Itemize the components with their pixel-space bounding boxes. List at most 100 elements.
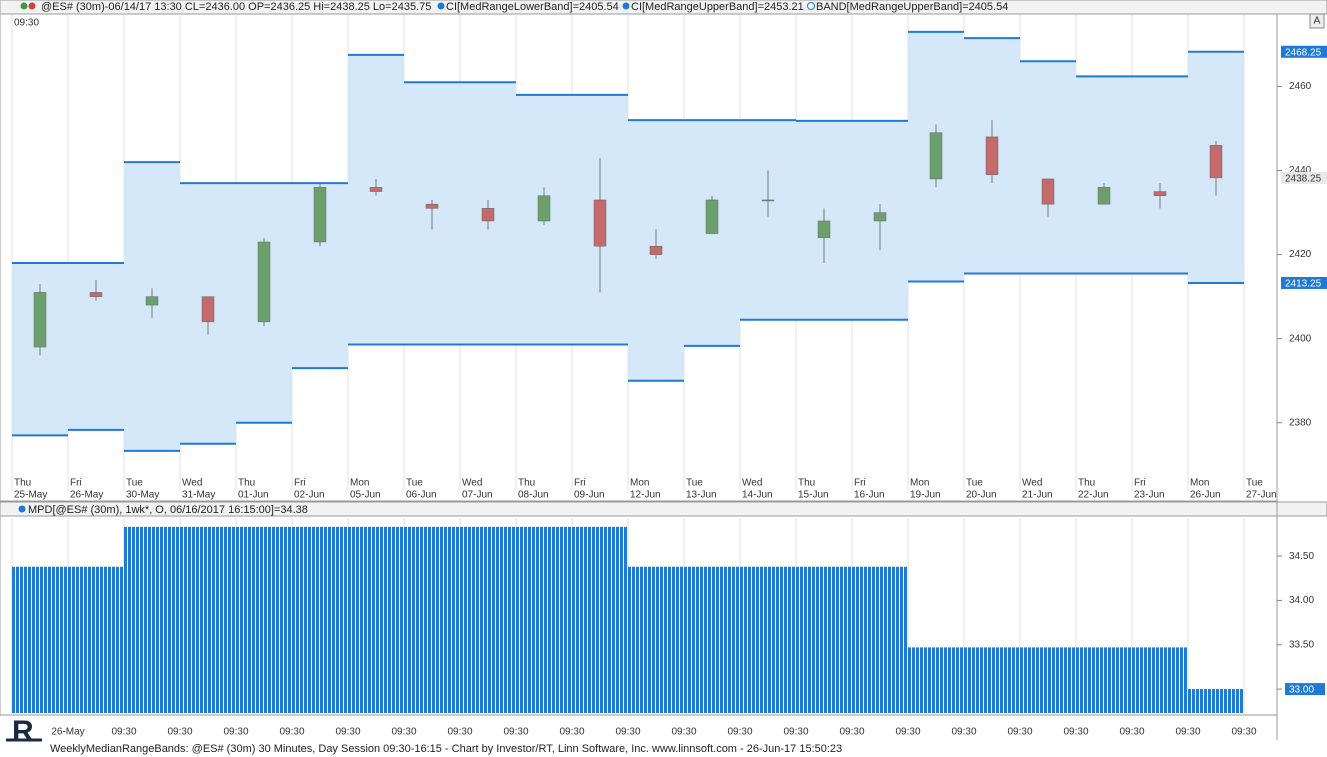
candle-body xyxy=(33,292,47,348)
candle-body xyxy=(761,199,775,202)
x-tick-weekday: Tue xyxy=(126,478,143,489)
candle-body xyxy=(1097,187,1111,205)
x-tick-label: 09:30 xyxy=(335,727,360,738)
candle-body xyxy=(649,245,663,255)
x-tick-label: 09:30 xyxy=(391,727,416,738)
bar xyxy=(684,566,740,713)
y-tick-label: 34.00 xyxy=(1289,595,1314,606)
x-tick-weekday: Wed xyxy=(462,478,482,489)
x-tick-weekday: Fri xyxy=(1134,478,1146,489)
candle-body xyxy=(873,212,887,222)
x-tick-label: 09:30 xyxy=(223,727,248,738)
candle-body xyxy=(1209,145,1223,179)
x-tick-weekday: Thu xyxy=(798,478,815,489)
x-tick-weekday: Mon xyxy=(1190,478,1209,489)
x-tick-label: 19-Jun xyxy=(910,490,941,501)
x-tick-weekday: Thu xyxy=(14,478,31,489)
x-tick-label: 09:30 xyxy=(447,727,472,738)
x-tick-label: 31-May xyxy=(182,490,215,501)
y-tick-label: 2420 xyxy=(1289,249,1312,260)
x-tick-label: 06-Jun xyxy=(406,490,437,501)
y-tick-label: 2460 xyxy=(1289,81,1312,92)
x-tick-label: 26-May xyxy=(51,727,84,738)
candle-body xyxy=(705,199,719,234)
x-tick-weekday: Fri xyxy=(854,478,866,489)
x-tick-weekday: Tue xyxy=(686,478,703,489)
band-fill xyxy=(1132,76,1188,274)
x-tick-label: 27-Jun xyxy=(1246,490,1277,501)
value-badge-label: 2413.25 xyxy=(1285,279,1322,290)
x-tick-label: 09:30 xyxy=(279,727,304,738)
x-tick-label: 08-Jun xyxy=(518,490,549,501)
footer-text: WeeklyMedianRangeBands: @ES# (30m) 30 Mi… xyxy=(50,743,842,755)
bar xyxy=(1020,647,1076,713)
bar xyxy=(460,526,516,713)
x-tick-label: 09:30 xyxy=(1175,727,1200,738)
x-tick-label: 09:30 xyxy=(895,727,920,738)
x-tick-weekday: Mon xyxy=(350,478,369,489)
bar xyxy=(348,526,404,713)
bar xyxy=(236,526,292,713)
bar xyxy=(1132,647,1188,713)
bar xyxy=(572,526,628,713)
x-tick-label: 12-Jun xyxy=(630,490,661,501)
x-tick-weekday: Tue xyxy=(966,478,983,489)
x-tick-label: 15-Jun xyxy=(798,490,829,501)
x-tick-label: 01-Jun xyxy=(238,490,269,501)
x-tick-label: 23-Jun xyxy=(1134,490,1165,501)
x-tick-weekday: Wed xyxy=(742,478,762,489)
x-tick-label: 09:30 xyxy=(783,727,808,738)
candle-body xyxy=(929,132,943,180)
logo: R xyxy=(12,715,34,748)
value-badge xyxy=(1281,276,1327,289)
x-tick-label: 14-Jun xyxy=(742,490,773,501)
x-tick-label: 09:30 xyxy=(1007,727,1032,738)
bar xyxy=(404,526,460,713)
x-tick-weekday: Tue xyxy=(1246,478,1263,489)
candle-body xyxy=(257,241,271,323)
autoscale-button-label[interactable]: A xyxy=(1314,16,1321,27)
indicator-icon xyxy=(18,505,26,513)
autoscale-button[interactable] xyxy=(1309,13,1325,29)
x-tick-label: 30-May xyxy=(126,490,159,501)
y-tick-label: 2380 xyxy=(1289,417,1312,428)
x-tick-label: 21-Jun xyxy=(1022,490,1053,501)
indicator-icon xyxy=(622,2,630,10)
x-tick-weekday: Fri xyxy=(70,478,82,489)
y-tick-label: 33.50 xyxy=(1289,639,1314,650)
status-icon xyxy=(20,2,28,10)
candle-body xyxy=(145,296,159,306)
value-badge xyxy=(1281,171,1327,184)
band-fill xyxy=(1020,61,1076,274)
bar xyxy=(124,526,180,713)
x-tick-label: 09:30 xyxy=(167,727,192,738)
x-tick-label: 09-Jun xyxy=(574,490,605,501)
y-tick-label: 2400 xyxy=(1289,333,1312,344)
candle-body xyxy=(89,292,103,297)
x-tick-label: 09:30 xyxy=(1231,727,1256,738)
indicator-title: MPD[@ES# (30m), 1wk*, O, 06/16/2017 16:1… xyxy=(28,504,308,516)
candle-body xyxy=(985,136,999,175)
x-tick-label: 09:30 xyxy=(503,727,528,738)
indicator-text: CI[MedRangeLowerBand]=2405.54 xyxy=(446,1,619,13)
indicator-text: BAND[MedRangeUpperBand]=2405.54 xyxy=(816,1,1008,13)
x-tick-label: 09:30 xyxy=(1119,727,1144,738)
candle-body xyxy=(201,296,215,323)
indicator-text: CI[MedRangeUpperBand]=2453.21 xyxy=(631,1,804,13)
y-tick-label: 2440 xyxy=(1289,165,1312,176)
x-tick-weekday: Wed xyxy=(182,478,202,489)
bar xyxy=(964,647,1020,713)
bar xyxy=(180,526,236,713)
value-badge-label: 2438.25 xyxy=(1285,174,1322,185)
x-tick-label: 09:30 xyxy=(1063,727,1088,738)
candle-body xyxy=(313,187,327,243)
x-tick-label: 02-Jun xyxy=(294,490,325,501)
candle-body xyxy=(817,220,831,239)
candle-body xyxy=(593,199,607,247)
value-badge-label: 2468.25 xyxy=(1285,47,1322,58)
value-badge xyxy=(1281,45,1327,58)
bar xyxy=(292,526,348,713)
bar xyxy=(852,566,908,713)
x-tick-weekday: Thu xyxy=(1078,478,1095,489)
